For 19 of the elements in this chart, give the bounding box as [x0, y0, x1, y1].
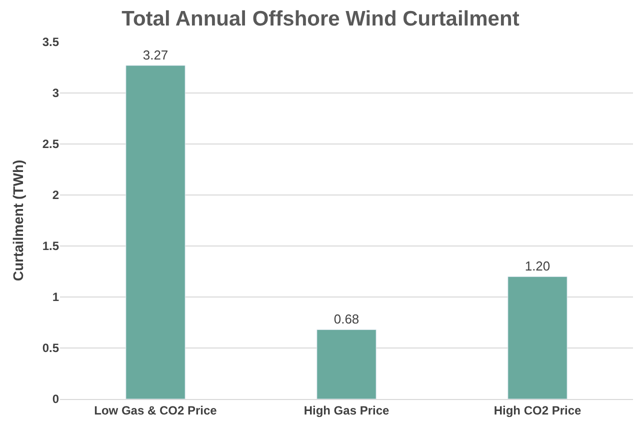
y-tick-label: 1	[52, 290, 60, 304]
y-tick-label: 0.5	[42, 341, 60, 356]
y-tick-label: 3	[52, 86, 60, 100]
x-tick-label: Low Gas & CO2 Price	[94, 403, 218, 418]
y-tick-label: 2.5	[42, 137, 60, 152]
chart-title: Total Annual Offshore Wind Curtailment	[122, 7, 520, 30]
y-tick-label: 1.5	[42, 239, 60, 254]
bar	[508, 276, 568, 399]
bar	[316, 329, 376, 399]
y-axis-title: Curtailment (TWh)	[10, 160, 26, 282]
data-label: 3.27	[142, 47, 168, 62]
data-label: 0.68	[334, 312, 360, 327]
x-tick-label: High Gas Price	[304, 403, 390, 418]
y-tick-label: 2	[52, 188, 60, 202]
y-tick-label: 0	[52, 392, 60, 406]
bar	[126, 65, 186, 399]
y-tick-label: 3.5	[42, 35, 60, 50]
data-label: 1.20	[524, 258, 550, 274]
x-tick-label: High CO2 Price	[494, 403, 582, 418]
